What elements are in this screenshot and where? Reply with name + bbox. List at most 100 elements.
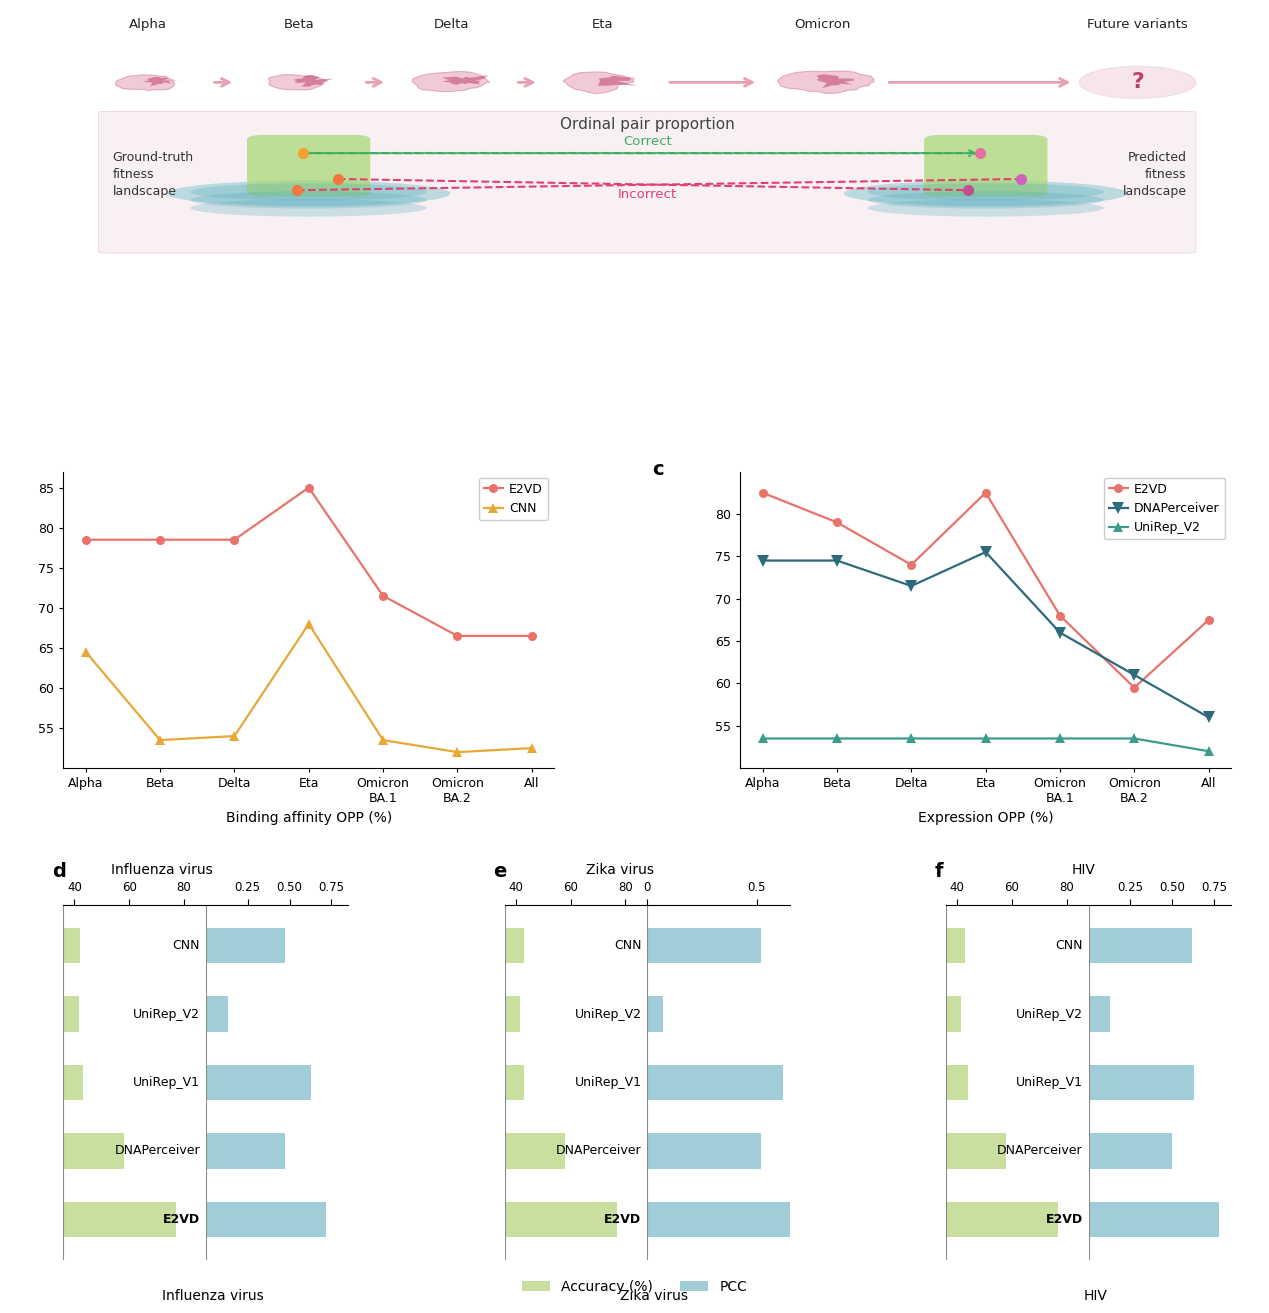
Circle shape	[1079, 66, 1195, 98]
Line: UniRep_V2: UniRep_V2	[758, 734, 1213, 756]
Bar	[848, 997, 961, 1032]
Text: CNN: CNN	[1056, 939, 1082, 952]
Text: ?: ?	[1131, 72, 1143, 92]
Bar	[0, 1065, 82, 1100]
DNAPerceiver	[1200, 709, 1216, 725]
Text: UniRep_V1: UniRep_V1	[575, 1077, 642, 1088]
Bar	[848, 928, 966, 964]
UniRep_V2	[904, 730, 919, 746]
E2VD	[524, 628, 539, 643]
Text: Future variants: Future variants	[1088, 18, 1188, 32]
Text: c: c	[652, 460, 664, 479]
Text: UniRep_V2: UniRep_V2	[575, 1007, 642, 1020]
Bar	[406, 1065, 524, 1100]
Text: Zika virus: Zika virus	[586, 863, 655, 877]
E2VD	[978, 484, 994, 500]
Text: UniRep_V1: UniRep_V1	[1016, 1077, 1082, 1088]
UniRep_V2	[978, 730, 994, 746]
CNN	[524, 741, 539, 756]
Bar	[848, 1201, 1058, 1237]
CNN	[227, 729, 242, 744]
CNN	[376, 733, 391, 748]
UniRep_V2	[1200, 743, 1216, 759]
PathPatch shape	[442, 75, 489, 85]
Text: Alpha: Alpha	[128, 18, 166, 32]
Bar	[406, 1201, 617, 1237]
Bar	[406, 1133, 565, 1169]
Bar	[406, 997, 520, 1032]
Text: UniRep_V2: UniRep_V2	[1016, 1007, 1082, 1020]
Bar	[647, 1065, 783, 1100]
CNN	[79, 645, 94, 660]
Text: Incorrect: Incorrect	[618, 188, 676, 201]
UniRep_V2	[1127, 730, 1142, 746]
Ellipse shape	[868, 192, 1104, 209]
E2VD	[904, 557, 919, 572]
Text: DNAPerceiver: DNAPerceiver	[114, 1145, 201, 1158]
DNAPerceiver	[830, 553, 845, 569]
PathPatch shape	[778, 71, 874, 93]
Line: E2VD: E2VD	[81, 483, 537, 641]
Text: Omicron: Omicron	[794, 18, 850, 32]
E2VD	[755, 484, 770, 500]
PathPatch shape	[143, 77, 183, 87]
Text: Influenza virus: Influenza virus	[162, 1289, 264, 1302]
Bar	[1089, 1065, 1194, 1100]
UniRep_V2	[1052, 730, 1067, 746]
Bar	[1089, 1133, 1173, 1169]
Bar	[848, 1065, 968, 1100]
Text: Eta: Eta	[593, 18, 614, 32]
Ellipse shape	[166, 180, 450, 206]
Text: Influenza virus: Influenza virus	[112, 863, 213, 877]
PathPatch shape	[293, 75, 335, 87]
Bar	[206, 1133, 284, 1169]
Text: Zika virus: Zika virus	[621, 1289, 688, 1302]
Text: DNAPerceiver: DNAPerceiver	[997, 1145, 1082, 1158]
Bar	[0, 997, 79, 1032]
Bar	[406, 928, 524, 964]
Line: DNAPerceiver: DNAPerceiver	[758, 546, 1214, 723]
Ellipse shape	[844, 180, 1128, 206]
Text: E2VD: E2VD	[604, 1213, 642, 1226]
UniRep_V2	[755, 730, 770, 746]
X-axis label: Expression OPP (%): Expression OPP (%)	[917, 810, 1053, 825]
DNAPerceiver	[904, 578, 919, 593]
PathPatch shape	[115, 75, 175, 91]
E2VD	[79, 532, 94, 548]
Bar	[0, 1133, 123, 1169]
Bar	[206, 997, 227, 1032]
DNAPerceiver	[1052, 625, 1067, 641]
Text: UniRep_V2: UniRep_V2	[133, 1007, 201, 1020]
Text: E2VD: E2VD	[1046, 1213, 1082, 1226]
Legend: E2VD, DNAPerceiver, UniRep_V2: E2VD, DNAPerceiver, UniRep_V2	[1104, 478, 1225, 540]
FancyBboxPatch shape	[99, 112, 1195, 253]
Text: CNN: CNN	[614, 939, 642, 952]
PathPatch shape	[268, 75, 327, 91]
Text: HIV: HIV	[1084, 1289, 1108, 1302]
Text: Ground-truth
fitness
landscape: Ground-truth fitness landscape	[113, 151, 194, 198]
CNN	[449, 744, 464, 760]
Bar	[647, 1201, 805, 1237]
Text: f: f	[935, 861, 943, 881]
Ellipse shape	[190, 183, 426, 201]
Text: Correct: Correct	[623, 135, 671, 148]
Bar	[206, 928, 284, 964]
Bar	[0, 928, 80, 964]
E2VD	[376, 588, 391, 604]
CNN	[152, 733, 168, 748]
E2VD	[449, 628, 464, 643]
PathPatch shape	[563, 72, 633, 93]
Text: Predicted
fitness
landscape: Predicted fitness landscape	[1123, 151, 1187, 198]
Text: DNAPerceiver: DNAPerceiver	[556, 1145, 642, 1158]
E2VD	[227, 532, 242, 548]
Bar	[206, 1201, 326, 1237]
DNAPerceiver	[978, 544, 994, 559]
FancyBboxPatch shape	[247, 135, 371, 197]
Ellipse shape	[190, 192, 426, 209]
Text: E2VD: E2VD	[162, 1213, 201, 1226]
Bar	[1089, 928, 1193, 964]
PathPatch shape	[412, 71, 490, 92]
Bar	[848, 1133, 1006, 1169]
E2VD	[152, 532, 168, 548]
Ellipse shape	[868, 183, 1104, 201]
